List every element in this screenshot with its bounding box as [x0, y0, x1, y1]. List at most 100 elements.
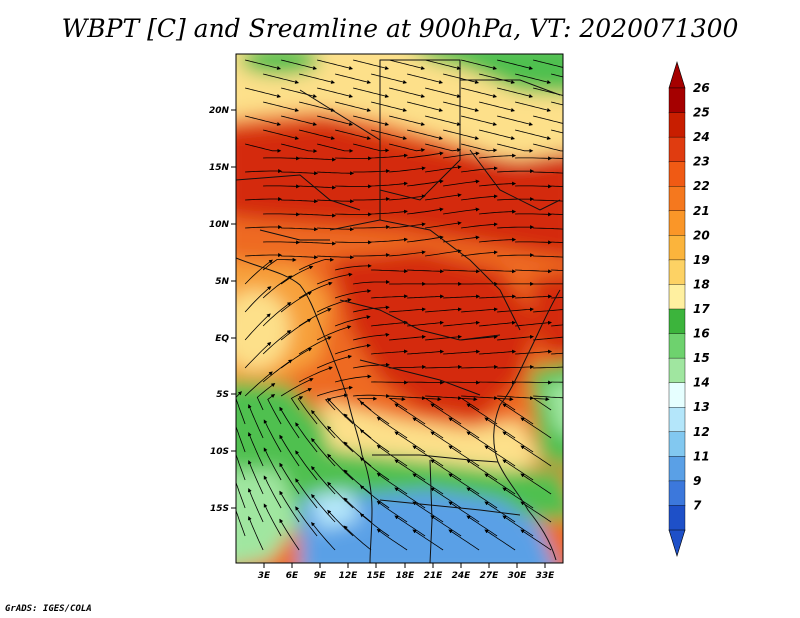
streamline [263, 101, 300, 112]
streamline [335, 101, 372, 112]
streamline [412, 529, 444, 551]
field-east-coast-lightgreen [545, 382, 563, 434]
x-tick-label-21e: 21E [424, 571, 444, 581]
streamline [263, 212, 301, 217]
streamline [443, 179, 480, 187]
streamline [371, 294, 409, 299]
colorbar-label: 13 [693, 400, 710, 414]
streamline [551, 297, 563, 299]
streamline [388, 397, 408, 411]
streamline [461, 59, 498, 70]
streamline [335, 184, 373, 189]
streamline [299, 101, 336, 112]
streamline [533, 59, 563, 68]
streamline [317, 143, 354, 153]
streamline [343, 497, 372, 523]
streamline [533, 336, 563, 341]
country-borders [236, 59, 561, 563]
x-axis: 3E 6E 9E 12E 15E 18E 21E 24E 27E 30E 33E [258, 563, 555, 581]
streamline [551, 129, 563, 134]
streamline [353, 87, 390, 98]
streamline [515, 156, 553, 161]
streamline [263, 419, 282, 453]
streamline [533, 395, 563, 399]
streamline [551, 381, 563, 383]
streamline [484, 417, 516, 439]
streamline [551, 352, 563, 355]
streamline [256, 383, 276, 411]
streamline [245, 59, 282, 70]
streamline [263, 156, 301, 161]
streamline [425, 307, 462, 313]
streamline [389, 334, 426, 341]
streamline [353, 280, 390, 285]
streamline [497, 307, 534, 313]
streamline [281, 171, 319, 176]
streamline [244, 341, 272, 369]
streamline [425, 395, 463, 401]
streamline [317, 115, 354, 126]
streamline [425, 59, 462, 70]
streamline [317, 171, 355, 176]
field-sahel-hot [236, 120, 563, 258]
streamline [353, 197, 391, 202]
colorbar-label: 19 [693, 253, 710, 267]
streamline [497, 395, 535, 401]
streamline [502, 515, 534, 537]
streamline [515, 320, 552, 327]
streamline [343, 469, 372, 495]
streamline [389, 307, 426, 313]
colorbar: 26 25 24 23 22 21 20 19 18 17 16 15 14 13 12 11 9 7 [668, 60, 710, 558]
streamline [327, 425, 354, 453]
streamline [461, 222, 498, 229]
field-southwest-lightgreen [236, 470, 300, 563]
streamline [551, 73, 563, 78]
streamline [424, 397, 444, 411]
streamline [353, 305, 390, 313]
streamline [298, 281, 333, 299]
streamline [389, 87, 426, 98]
streamline [389, 364, 427, 369]
colorbar-swatch [668, 210, 686, 237]
streamline [515, 73, 552, 84]
streamline [353, 253, 391, 258]
colorbar-label: 15 [693, 351, 710, 365]
streamline [290, 388, 313, 411]
streamline [520, 473, 552, 495]
streamline [299, 185, 337, 190]
streamline [371, 129, 408, 140]
streamline [497, 225, 535, 230]
streamline [533, 255, 563, 258]
field-south-green [330, 450, 563, 520]
streamline [425, 221, 462, 229]
streamline [359, 429, 390, 453]
field-northeast-green [421, 54, 563, 95]
streamline [244, 371, 273, 397]
border-line [339, 299, 501, 341]
streamline [551, 269, 563, 271]
streamline [448, 445, 480, 467]
streamline [389, 250, 426, 257]
streamline [311, 521, 336, 551]
streamline [515, 101, 552, 112]
streamline [236, 473, 246, 509]
streamline [263, 129, 300, 140]
x-tick-label-15e: 15E [367, 571, 387, 581]
streamline [371, 73, 408, 84]
streamline [327, 453, 354, 481]
streamline [389, 59, 426, 70]
streamline [279, 490, 300, 523]
border-line [379, 219, 521, 331]
streamline [407, 207, 444, 215]
streamlines [236, 59, 563, 551]
streamline [515, 240, 553, 245]
colorbar-swatch [668, 284, 686, 310]
colorbar-label: 11 [693, 449, 710, 463]
y-tick-label-15s: 15S [210, 504, 229, 514]
streamline [247, 432, 264, 467]
y-axis: 20N 15N 10N 5N EQ 5S 10S 15S [209, 106, 236, 514]
streamline [376, 472, 408, 495]
streamline [407, 269, 445, 274]
streamline [299, 129, 336, 140]
x-tick-label-18e: 18E [396, 571, 416, 581]
